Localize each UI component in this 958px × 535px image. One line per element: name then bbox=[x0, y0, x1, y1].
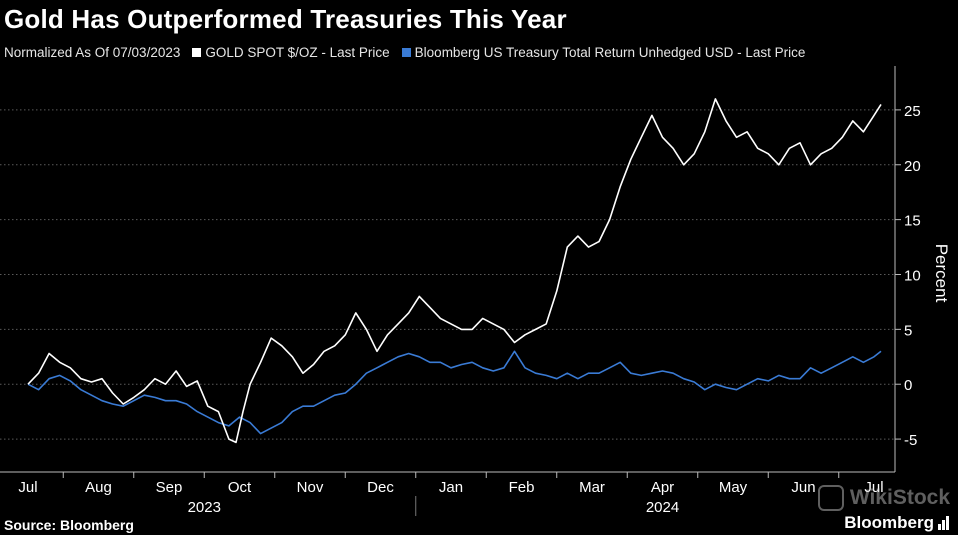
y-axis: -5 0 5 10 15 20 25 bbox=[894, 66, 921, 472]
legend-label-treasury: Bloomberg US Treasury Total Return Unhed… bbox=[414, 45, 806, 60]
bar-chart-icon bbox=[938, 516, 950, 530]
bloomberg-brand: Bloomberg bbox=[844, 513, 950, 533]
gridlines bbox=[0, 109, 895, 440]
series-line-treasury bbox=[27, 350, 882, 435]
x-tick-label: Sep bbox=[156, 479, 183, 496]
legend: Normalized As Of 07/03/2023 GOLD SPOT $/… bbox=[4, 45, 805, 60]
y-tick-label: 15 bbox=[904, 213, 921, 230]
y-tick-label: 20 bbox=[904, 158, 921, 175]
x-tick-label: Jul bbox=[864, 479, 883, 496]
x-tick-label: Jun bbox=[791, 479, 815, 496]
x-tick-label: Dec bbox=[367, 479, 394, 496]
y-tick-label: 0 bbox=[904, 377, 912, 394]
y-tick-label: 5 bbox=[904, 322, 912, 339]
x-tick-label: Jul bbox=[18, 479, 37, 496]
y-axis-label: Percent bbox=[932, 244, 951, 303]
brand-text: Bloomberg bbox=[844, 513, 934, 532]
legend-swatch-treasury bbox=[401, 48, 411, 57]
x-tick-label: Apr bbox=[651, 479, 674, 496]
x-tick-label: Jan bbox=[439, 479, 463, 496]
legend-label-gold: GOLD SPOT $/OZ - Last Price bbox=[205, 45, 390, 60]
x-year-label: 2023 bbox=[188, 499, 221, 516]
chart-subtitle: Normalized As Of 07/03/2023 bbox=[4, 45, 181, 60]
x-year-label: 2024 bbox=[646, 499, 679, 516]
chart-title: Gold Has Outperformed Treasuries This Ye… bbox=[4, 4, 567, 34]
series-lines bbox=[27, 98, 882, 444]
series-line-gold bbox=[27, 98, 882, 444]
y-tick-label: 10 bbox=[904, 267, 921, 284]
x-tick-label: Aug bbox=[85, 479, 112, 496]
y-tick-label: 25 bbox=[904, 103, 921, 120]
x-tick-label: Mar bbox=[579, 479, 605, 496]
y-tick-label: -5 bbox=[904, 432, 917, 449]
watermark-text: WikiStock bbox=[849, 486, 950, 509]
watermark: WikiStock bbox=[817, 485, 950, 511]
legend-swatch-gold bbox=[192, 48, 202, 57]
x-tick-label: Nov bbox=[297, 479, 324, 496]
source-note: Source: Bloomberg bbox=[4, 517, 134, 533]
x-tick-label: Feb bbox=[509, 479, 535, 496]
x-axis: Jul Aug Sep Oct Nov Dec Jan Feb Mar Apr May Jun Jul 2… bbox=[0, 471, 895, 516]
watermark-logo-icon bbox=[817, 485, 844, 511]
x-tick-label: Oct bbox=[228, 479, 252, 496]
x-tick-label: May bbox=[719, 479, 748, 496]
